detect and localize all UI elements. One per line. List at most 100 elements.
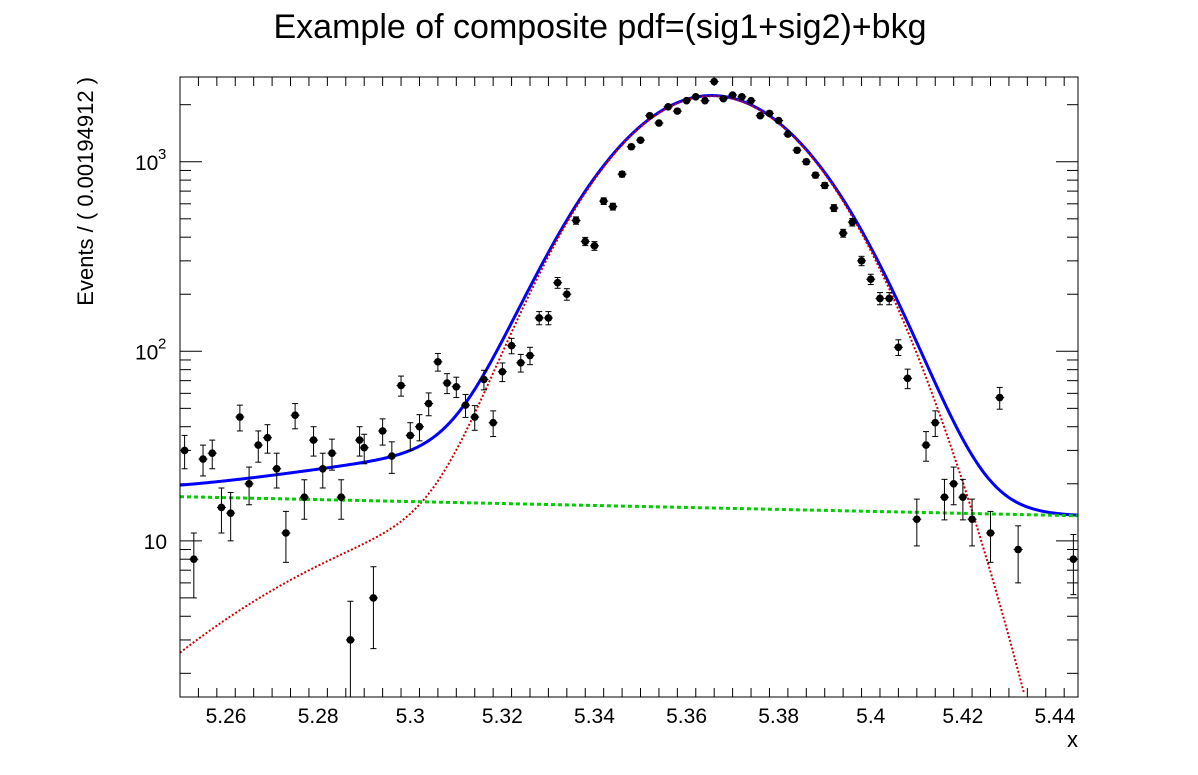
- point-marker: [360, 443, 369, 452]
- data-point: [912, 498, 922, 547]
- point-marker: [553, 278, 562, 287]
- point-marker: [406, 431, 415, 440]
- data-point: [562, 288, 572, 301]
- signal-pdf-curve: [179, 95, 1026, 694]
- point-marker: [830, 204, 838, 212]
- point-marker: [208, 449, 217, 457]
- point-marker: [701, 96, 709, 105]
- svg-text:3: 3: [158, 146, 166, 163]
- data-point: [318, 452, 328, 489]
- data-point: [617, 170, 627, 178]
- point-marker: [180, 446, 189, 455]
- data-point: [682, 96, 692, 105]
- data-point: [461, 393, 471, 418]
- point-marker: [480, 375, 488, 384]
- point-marker: [839, 229, 847, 237]
- point-marker: [618, 170, 626, 178]
- point-marker: [461, 401, 470, 409]
- data-point: [626, 142, 636, 151]
- data-point: [838, 228, 848, 238]
- data-point: [764, 109, 774, 118]
- point-marker: [866, 275, 875, 284]
- total-pdf-curve: [179, 94, 1079, 517]
- data-point: [654, 119, 664, 127]
- y-axis-label: Events / ( 0.00194912 ): [73, 77, 98, 306]
- data-point: [387, 441, 397, 474]
- data-point: [608, 202, 618, 211]
- data-point: [253, 430, 263, 463]
- data-point: [262, 424, 272, 454]
- point-marker: [645, 111, 654, 120]
- point-marker: [263, 433, 272, 442]
- point-marker: [738, 93, 746, 101]
- data-point: [672, 107, 682, 115]
- data-point: [663, 102, 673, 111]
- data-point: [995, 386, 1005, 410]
- data-point: [534, 311, 544, 326]
- data-point: [355, 426, 365, 457]
- point-marker: [516, 358, 525, 367]
- point-marker: [388, 452, 396, 460]
- point-marker: [968, 515, 976, 524]
- data-point: [207, 439, 217, 470]
- data-point: [290, 403, 300, 430]
- data-point: [580, 236, 590, 247]
- point-marker: [581, 237, 590, 246]
- point-marker: [346, 636, 355, 644]
- data-point: [691, 93, 701, 101]
- point-marker: [452, 382, 461, 391]
- point-marker: [226, 509, 235, 517]
- point-marker: [599, 197, 608, 205]
- data-point: [189, 532, 199, 599]
- point-marker: [609, 202, 617, 211]
- point-marker: [443, 379, 451, 387]
- x-axis-label: x: [1067, 727, 1078, 752]
- data-point: [847, 217, 857, 227]
- point-marker: [664, 102, 672, 111]
- point-marker: [673, 107, 682, 115]
- x-tick-label: 5.38: [758, 705, 799, 728]
- point-marker: [415, 422, 424, 431]
- point-marker: [857, 257, 866, 265]
- x-tick-label: 5.44: [1035, 705, 1076, 728]
- point-marker: [894, 343, 903, 352]
- point-marker: [848, 218, 857, 226]
- data-point: [1013, 525, 1023, 584]
- data-point: [986, 510, 996, 563]
- data-point: [216, 487, 226, 534]
- point-marker: [691, 93, 700, 101]
- point-marker: [913, 515, 921, 524]
- point-marker: [820, 181, 829, 190]
- data-point: [433, 352, 443, 372]
- data-point: [368, 566, 378, 650]
- svg-text:10: 10: [135, 152, 158, 175]
- data-point: [811, 171, 821, 179]
- point-marker: [424, 399, 433, 408]
- point-marker: [236, 413, 244, 421]
- data-point: [309, 426, 319, 457]
- data-point: [470, 405, 480, 431]
- data-point: [884, 292, 894, 306]
- y-tick-label: 10: [144, 531, 167, 554]
- point-marker: [793, 146, 801, 155]
- data-point: [414, 414, 424, 442]
- data-point: [571, 216, 581, 225]
- data-point: [875, 292, 885, 306]
- point-marker: [949, 479, 958, 488]
- data-point: [737, 93, 747, 101]
- point-marker: [719, 94, 728, 103]
- point-marker: [355, 436, 364, 444]
- data-point: [728, 91, 738, 99]
- data-point: [198, 444, 208, 477]
- point-marker: [995, 393, 1004, 402]
- point-marker: [309, 436, 318, 444]
- data-point: [857, 255, 867, 267]
- data-point: [792, 146, 802, 155]
- data-point: [507, 337, 517, 355]
- data-point: [893, 339, 903, 357]
- data-point: [525, 346, 535, 366]
- point-marker: [1069, 555, 1078, 564]
- data-point: [939, 478, 949, 521]
- data-point: [967, 498, 977, 547]
- data-point: [451, 376, 461, 399]
